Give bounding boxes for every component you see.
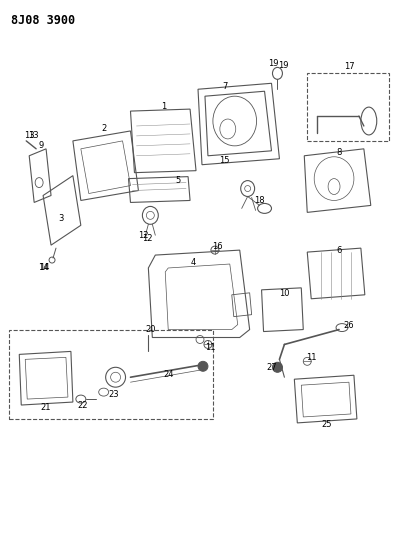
Text: 27: 27 <box>266 363 277 372</box>
Text: 11: 11 <box>306 353 316 362</box>
Text: 15: 15 <box>219 156 230 165</box>
Text: 13: 13 <box>24 132 34 140</box>
Text: 19: 19 <box>278 61 288 70</box>
Text: 25: 25 <box>322 421 332 430</box>
Text: 17: 17 <box>344 62 354 71</box>
Text: 20: 20 <box>145 325 156 334</box>
Text: 1: 1 <box>161 102 166 111</box>
Text: 3: 3 <box>58 214 64 223</box>
Text: 12: 12 <box>138 231 149 240</box>
Bar <box>9 329 213 419</box>
Text: 2: 2 <box>101 125 106 133</box>
Text: 13: 13 <box>28 132 38 140</box>
Text: 22: 22 <box>77 400 88 409</box>
Text: 23: 23 <box>108 390 119 399</box>
Text: 8J08 3900: 8J08 3900 <box>11 14 75 27</box>
Text: 6: 6 <box>336 246 342 255</box>
Ellipse shape <box>273 362 282 372</box>
Text: 5: 5 <box>176 176 181 185</box>
Ellipse shape <box>198 361 208 372</box>
Text: 8: 8 <box>336 148 342 157</box>
Text: 21: 21 <box>41 402 51 411</box>
Text: 18: 18 <box>254 196 265 205</box>
Text: 16: 16 <box>213 241 223 251</box>
Bar <box>307 74 389 141</box>
Text: 11: 11 <box>205 343 215 352</box>
Text: 19: 19 <box>268 59 279 68</box>
Text: 14: 14 <box>39 263 49 272</box>
Text: 26: 26 <box>344 321 354 330</box>
Text: 7: 7 <box>222 82 227 91</box>
Text: 4: 4 <box>190 257 196 266</box>
Text: 10: 10 <box>279 289 290 298</box>
Text: 9: 9 <box>38 141 44 150</box>
Text: 12: 12 <box>142 233 152 243</box>
Text: 24: 24 <box>163 370 174 379</box>
Text: 14: 14 <box>38 263 48 272</box>
